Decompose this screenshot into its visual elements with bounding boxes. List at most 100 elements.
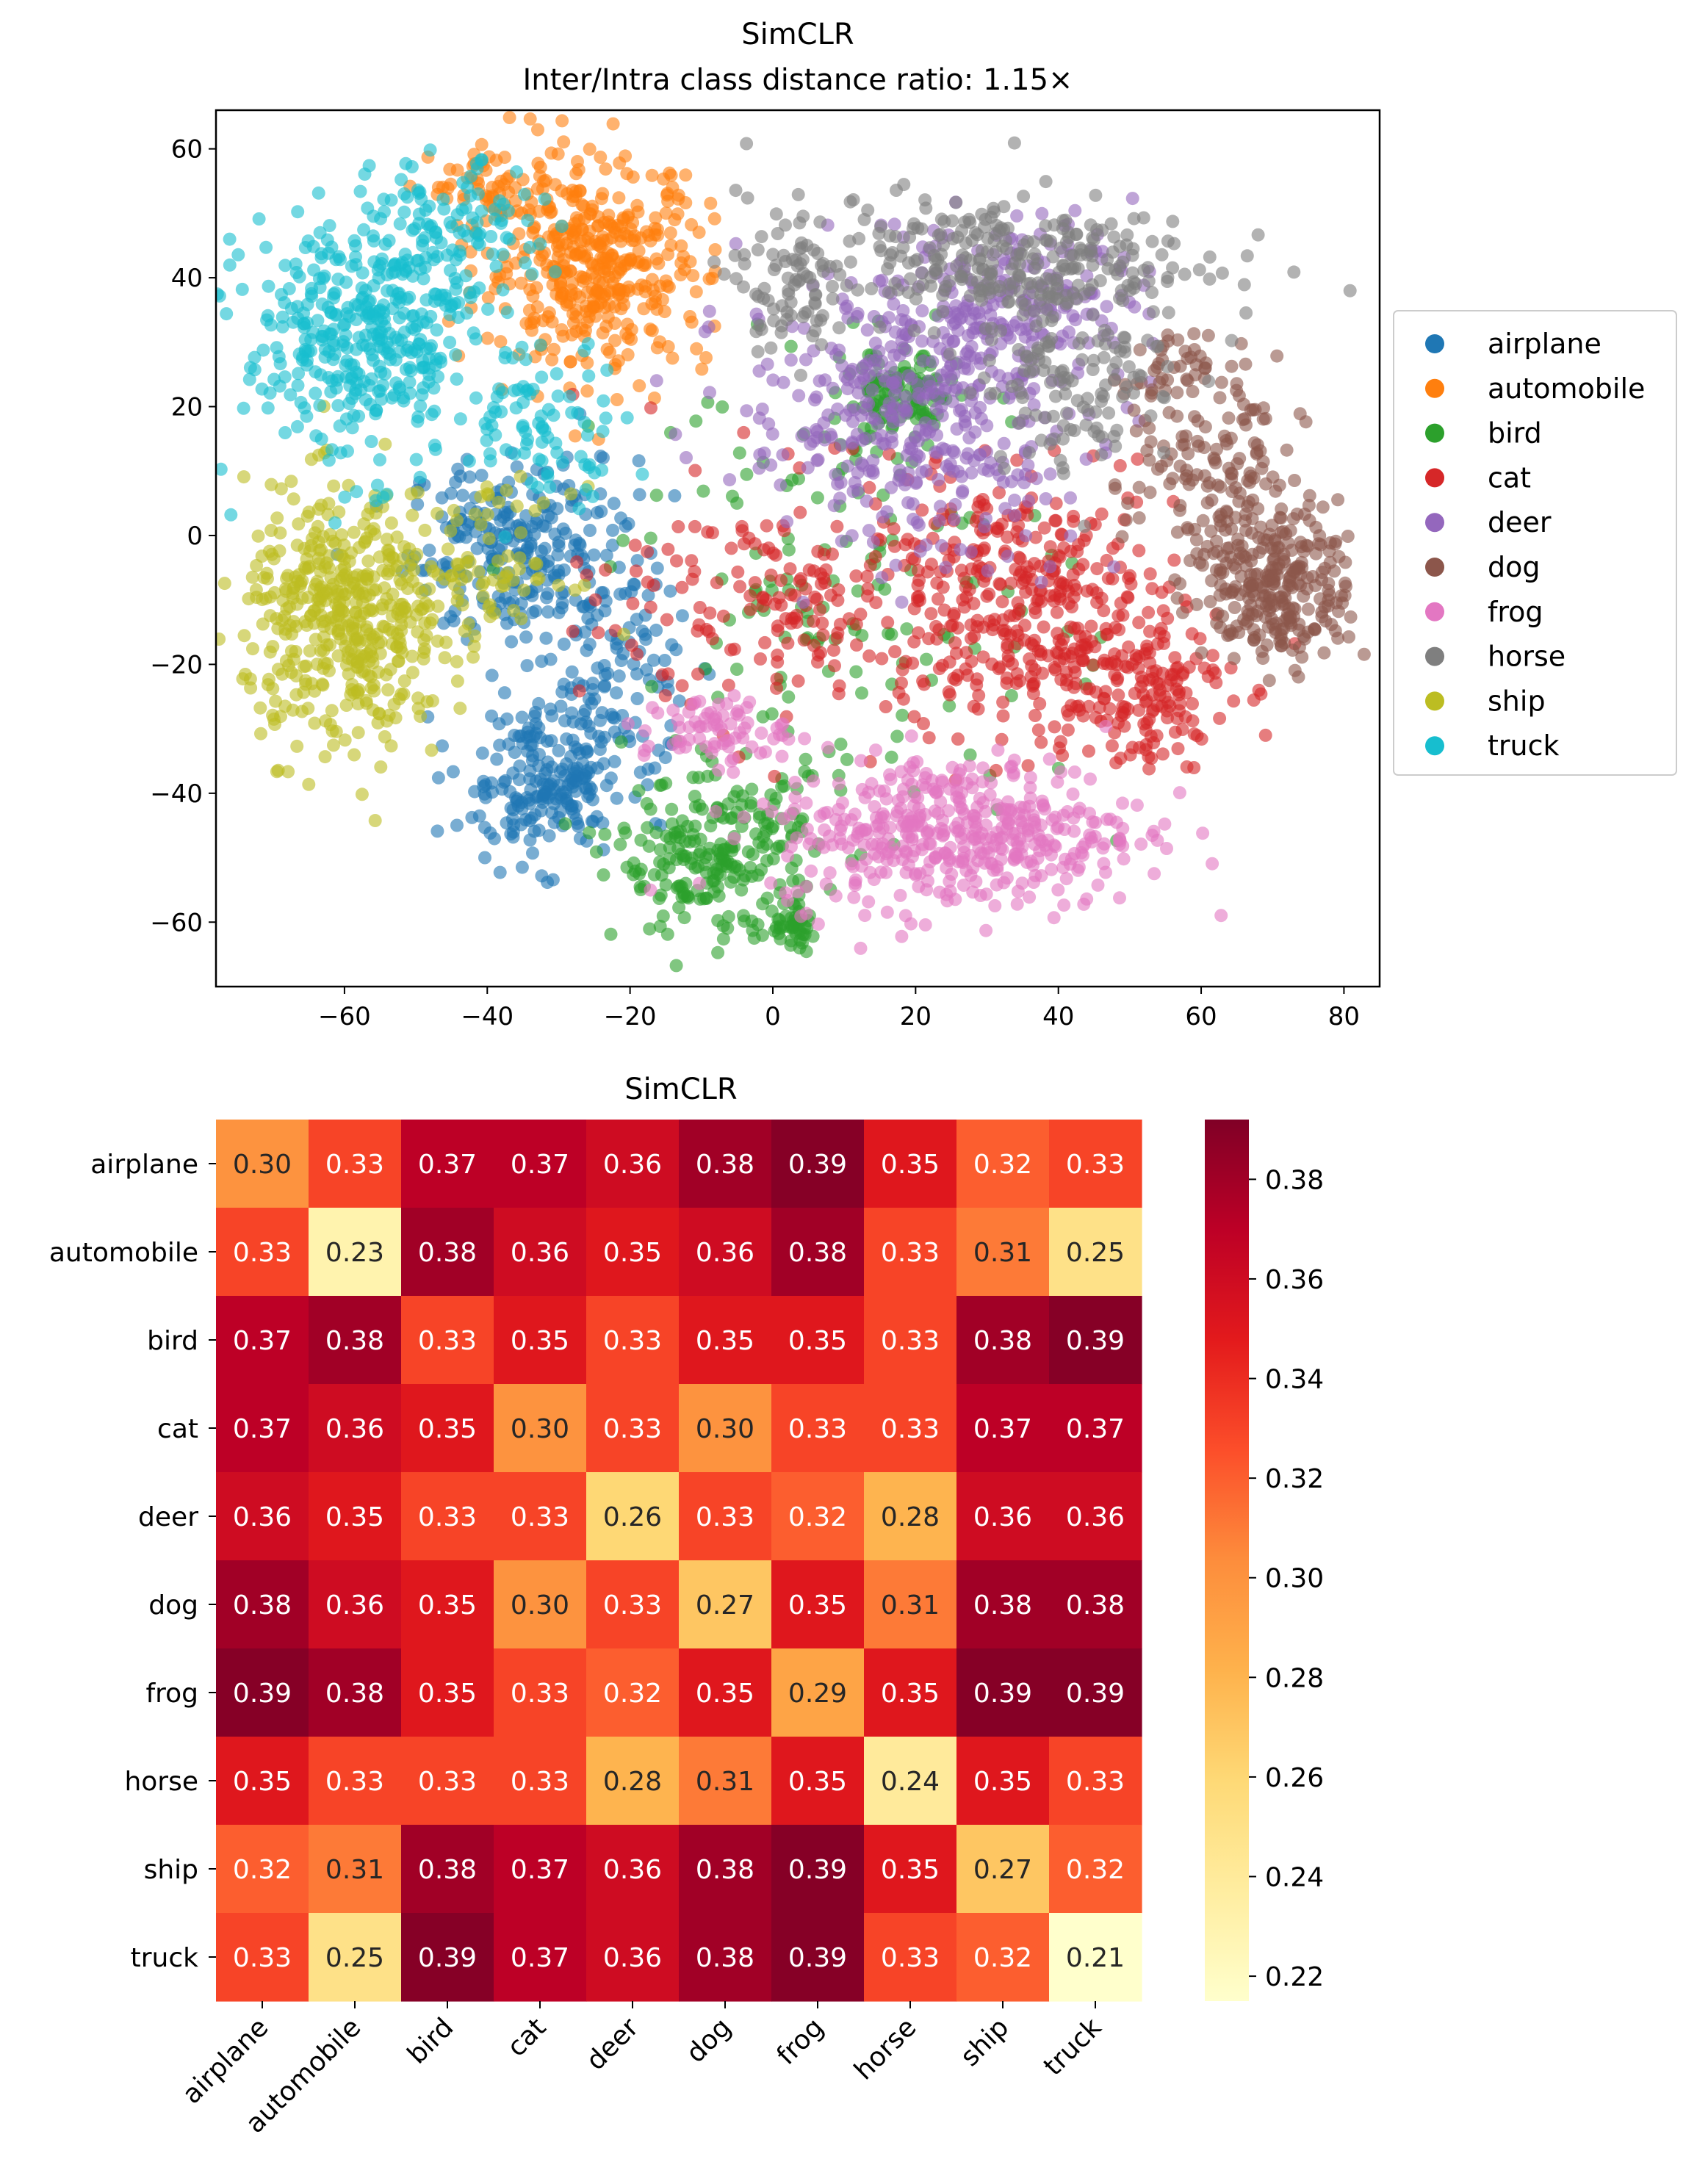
scatter-point — [855, 686, 868, 700]
scatter-point — [908, 254, 922, 268]
scatter-point — [1024, 670, 1038, 684]
scatter-point — [958, 409, 972, 423]
scatter-point — [713, 846, 727, 860]
scatter-point — [1020, 349, 1033, 363]
scatter-point — [954, 563, 968, 577]
scatter-point — [1019, 529, 1033, 543]
scatter-point — [880, 505, 894, 519]
scatter-point — [1078, 519, 1092, 533]
scatter-point — [583, 826, 597, 840]
scatter-point — [1134, 370, 1148, 383]
scatter-point — [860, 395, 873, 408]
scatter-point — [378, 437, 392, 451]
scatter-point — [1160, 842, 1173, 855]
scatter-point — [502, 111, 516, 124]
scatter-point — [799, 426, 813, 440]
scatter-point — [1130, 799, 1144, 812]
scatter-point — [978, 520, 991, 534]
scatter-point — [888, 645, 902, 659]
scatter-point — [1341, 530, 1355, 543]
scatter-point — [463, 470, 477, 484]
scatter-point — [425, 743, 439, 757]
scatter-point — [873, 320, 887, 334]
scatter-point — [765, 821, 779, 835]
scatter-point — [1196, 513, 1210, 527]
scatter-point — [1015, 576, 1029, 590]
scatter-point — [754, 727, 768, 740]
scatter-point — [850, 428, 864, 442]
scatter-point — [606, 117, 620, 131]
scatter-point — [486, 248, 500, 262]
scatter-point — [833, 823, 847, 837]
scatter-point — [793, 216, 807, 230]
scatter-point — [569, 167, 583, 181]
scatter-point — [862, 785, 876, 799]
scatter-point — [889, 558, 903, 572]
scatter-point — [1023, 890, 1037, 904]
scatter-point — [666, 703, 680, 717]
scatter-point — [1004, 628, 1017, 642]
scatter-point — [1091, 334, 1105, 348]
scatter-point — [485, 668, 499, 682]
scatter-point — [884, 772, 898, 786]
scatter-point — [766, 248, 780, 262]
scatter-point — [411, 486, 425, 500]
scatter-point — [1122, 360, 1136, 374]
scatter-point — [985, 657, 999, 671]
scatter-point — [327, 738, 340, 752]
scatter-point — [984, 387, 998, 400]
scatter-point — [1210, 442, 1223, 456]
scatter-point — [1036, 314, 1050, 328]
scatter-point — [764, 458, 778, 472]
scatter-point — [1059, 872, 1073, 886]
scatter-point — [928, 804, 942, 818]
scatter-point — [1206, 857, 1219, 871]
scatter-point — [832, 776, 846, 790]
scatter-point — [1015, 391, 1029, 405]
scatter-point — [1186, 697, 1199, 710]
scatter-point — [1201, 328, 1215, 342]
scatter-point — [1175, 605, 1189, 619]
scatter-point — [1078, 837, 1092, 851]
scatter-point — [513, 562, 526, 576]
scatter-point — [895, 676, 908, 690]
scatter-point — [547, 342, 561, 356]
scatter-point — [534, 804, 548, 818]
scatter-point — [854, 608, 868, 621]
scatter-point — [1064, 699, 1078, 713]
scatter-point — [576, 270, 590, 284]
scatter-point — [749, 307, 763, 321]
scatter-point — [851, 283, 865, 297]
scatter-point — [1136, 211, 1150, 225]
scatter-point — [989, 763, 1003, 777]
scatter-point — [878, 582, 892, 596]
scatter-point — [640, 797, 654, 810]
scatter-point — [1267, 552, 1281, 566]
scatter-point — [1203, 250, 1217, 264]
scatter-point — [1076, 654, 1089, 667]
scatter-point — [474, 490, 488, 504]
scatter-point — [334, 603, 348, 617]
scatter-point — [527, 710, 541, 723]
scatter-point — [506, 825, 520, 839]
scatter-point — [845, 529, 859, 543]
scatter-point — [959, 451, 973, 465]
scatter-point — [1099, 865, 1112, 879]
scatter-point — [384, 516, 398, 530]
scatter-point — [1114, 284, 1128, 298]
scatter-point — [645, 324, 659, 338]
scatter-point — [846, 362, 860, 376]
scatter-point — [1278, 636, 1291, 650]
scatter-point — [1151, 339, 1165, 353]
scatter-point — [1079, 453, 1093, 466]
scatter-point — [264, 477, 278, 491]
scatter-point — [1110, 423, 1124, 437]
scatter-point — [995, 595, 1009, 609]
scatter-point — [1043, 540, 1057, 554]
scatter-point — [671, 734, 685, 748]
scatter-point — [1157, 391, 1171, 405]
scatter-point — [799, 907, 813, 920]
scatter-point — [968, 823, 982, 837]
scatter-point — [1029, 408, 1042, 422]
scatter-point — [928, 456, 942, 470]
